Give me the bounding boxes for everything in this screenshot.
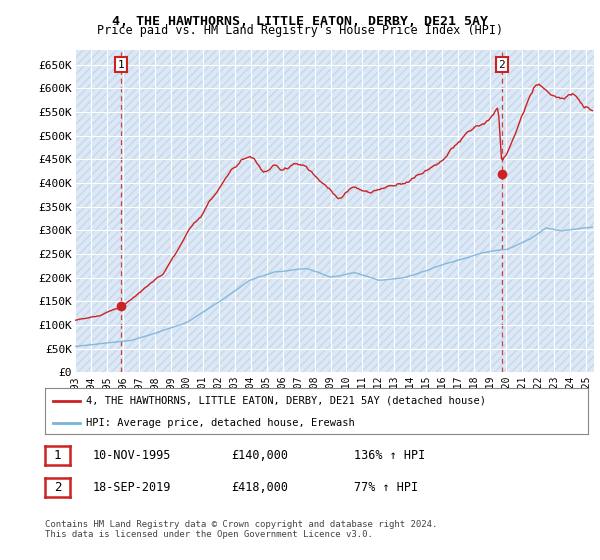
Text: Price paid vs. HM Land Registry's House Price Index (HPI): Price paid vs. HM Land Registry's House … (97, 24, 503, 37)
Text: £140,000: £140,000 (231, 449, 288, 463)
Text: 77% ↑ HPI: 77% ↑ HPI (354, 480, 418, 494)
Text: 10-NOV-1995: 10-NOV-1995 (93, 449, 172, 463)
Text: 136% ↑ HPI: 136% ↑ HPI (354, 449, 425, 463)
Text: 4, THE HAWTHORNS, LITTLE EATON, DERBY, DE21 5AY (detached house): 4, THE HAWTHORNS, LITTLE EATON, DERBY, D… (86, 396, 486, 406)
Text: 1: 1 (54, 449, 61, 463)
Text: 18-SEP-2019: 18-SEP-2019 (93, 480, 172, 494)
Text: HPI: Average price, detached house, Erewash: HPI: Average price, detached house, Erew… (86, 418, 355, 427)
Text: 4, THE HAWTHORNS, LITTLE EATON, DERBY, DE21 5AY: 4, THE HAWTHORNS, LITTLE EATON, DERBY, D… (112, 15, 488, 27)
Text: 2: 2 (499, 59, 505, 69)
Text: 1: 1 (117, 59, 124, 69)
Text: £418,000: £418,000 (231, 480, 288, 494)
Text: 2: 2 (54, 480, 61, 494)
Text: Contains HM Land Registry data © Crown copyright and database right 2024.
This d: Contains HM Land Registry data © Crown c… (45, 520, 437, 539)
